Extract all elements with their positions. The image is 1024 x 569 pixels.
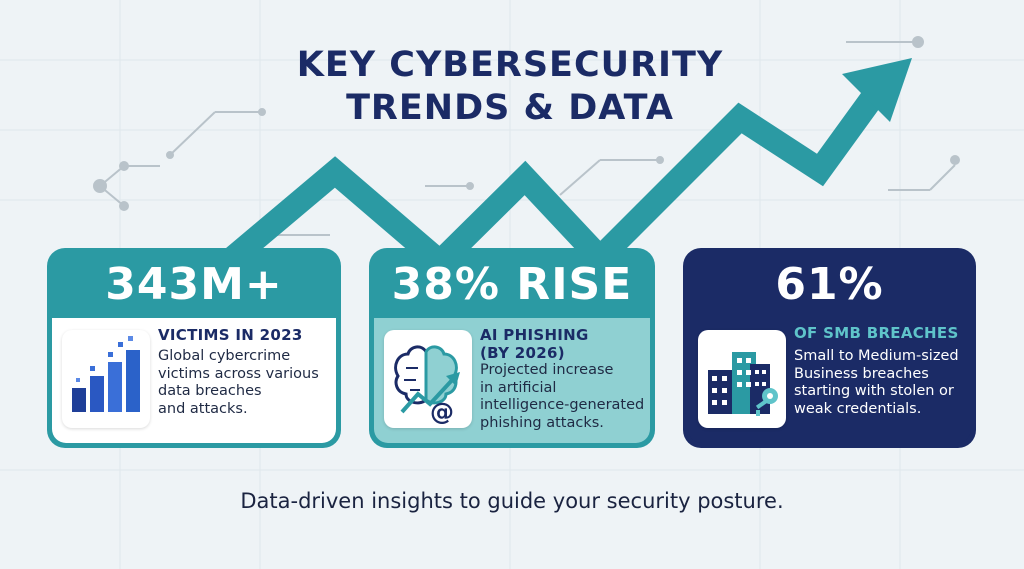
heading-line: AI PHISHING xyxy=(480,326,589,344)
card-heading: VICTIMS IN 2023 xyxy=(158,326,303,344)
desc-line: Business breaches xyxy=(794,365,929,382)
stat-value: 343M+ xyxy=(105,259,283,310)
svg-text:@: @ xyxy=(430,398,454,426)
desc-line: Projected increase xyxy=(480,362,614,378)
card-heading: OF SMB BREACHES xyxy=(794,324,959,342)
icon-tile xyxy=(698,330,786,428)
desc-line: Small to Medium-sized xyxy=(794,348,959,364)
desc-line: weak credentials. xyxy=(794,400,922,417)
card-description: Global cybercrime victims across various… xyxy=(158,348,332,418)
stat-card-victims: 343M+ VICTIMS IN 2023 Global cybercrime xyxy=(47,248,341,448)
page-title: KEY CYBERSECURITY TRENDS & DATA xyxy=(250,44,770,130)
network-node-icon xyxy=(93,36,960,236)
bar-chart-icon xyxy=(72,336,140,412)
trend-arrow-icon xyxy=(220,58,912,279)
stat-value: 38% RISE xyxy=(391,259,633,310)
icon-tile xyxy=(62,330,150,428)
card-description: Projected increase in artificial intelli… xyxy=(480,362,646,432)
desc-line: Global cybercrime xyxy=(158,348,291,364)
desc-line: intelligence-generated xyxy=(480,397,645,413)
brain-phishing-icon: @ xyxy=(394,345,460,426)
card-body: @ AI PHISHING (BY 2026) Projected increa… xyxy=(374,318,650,443)
card-body: VICTIMS IN 2023 Global cybercrime victim… xyxy=(52,318,336,443)
desc-line: phishing attacks. xyxy=(480,414,604,431)
desc-line: in artificial xyxy=(480,379,557,396)
stat-value: 61% xyxy=(775,259,884,310)
stat-card-ai-phishing: 38% RISE @ AI PHISHING (BY 2026) Project… xyxy=(369,248,655,448)
desc-line: victims across various xyxy=(158,365,319,382)
stat-card-smb-breaches: 61% xyxy=(683,248,976,448)
icon-tile: @ xyxy=(384,330,472,428)
title-line-1: KEY CYBERSECURITY xyxy=(296,45,724,85)
desc-line: data breaches xyxy=(158,383,262,399)
title-line-2: TRENDS & DATA xyxy=(346,88,674,128)
tagline: Data-driven insights to guide your secur… xyxy=(240,489,784,513)
card-heading: AI PHISHING (BY 2026) xyxy=(480,326,644,362)
buildings-key-icon xyxy=(708,352,778,416)
desc-line: and attacks. xyxy=(158,400,248,417)
desc-line: starting with stolen or xyxy=(794,383,954,399)
heading-line: (BY 2026) xyxy=(480,344,565,362)
card-body: OF SMB BREACHES Small to Medium-sized Bu… xyxy=(688,318,971,443)
card-description: Small to Medium-sized Business breaches … xyxy=(794,348,967,418)
